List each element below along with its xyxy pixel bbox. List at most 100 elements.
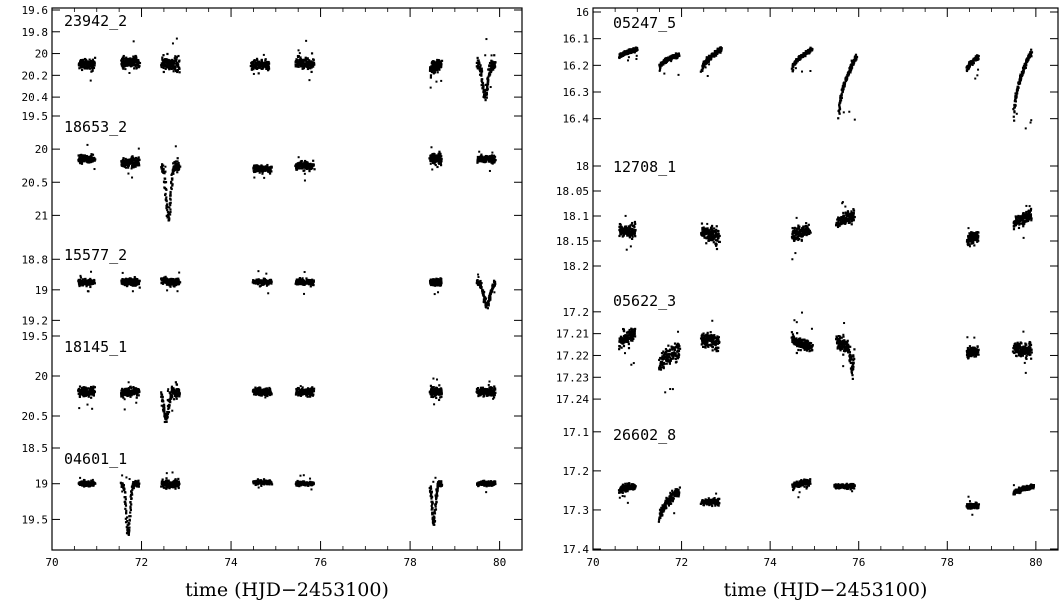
outlier-point [438, 68, 441, 71]
data-point [119, 481, 122, 484]
data-point [172, 70, 175, 73]
data-points [77, 143, 497, 222]
data-point [88, 67, 92, 70]
data-point [163, 276, 166, 279]
data-point [175, 164, 178, 167]
data-point [439, 393, 442, 396]
data-point [270, 282, 273, 285]
data-point [261, 482, 265, 485]
data-point [479, 66, 482, 69]
data-point [160, 64, 163, 67]
data-point [430, 68, 434, 72]
outlier-point [127, 172, 130, 175]
data-point [259, 386, 262, 390]
data-point [310, 52, 314, 55]
observation-night [294, 156, 316, 182]
data-point [176, 70, 179, 74]
data-point [178, 393, 181, 396]
data-point [177, 484, 180, 487]
y-tick-label: 21 [35, 209, 48, 222]
data-point [429, 487, 433, 490]
outlier-point [125, 476, 128, 479]
data-point [166, 206, 169, 209]
data-point [123, 496, 126, 499]
data-point [480, 153, 483, 156]
data-point [297, 394, 300, 397]
data-point [136, 164, 140, 167]
data-point [160, 167, 164, 170]
data-point [174, 160, 177, 163]
data-point [477, 394, 480, 398]
outlier-point [257, 270, 260, 273]
data-point [300, 165, 303, 168]
data-point [82, 386, 85, 389]
data-points [77, 270, 497, 310]
data-point [89, 385, 93, 389]
data-point [493, 157, 496, 161]
data-point [175, 383, 178, 386]
data-point [135, 396, 138, 399]
data-point [298, 62, 301, 65]
data-point [78, 394, 81, 397]
data-point [298, 278, 301, 281]
outlier-point [132, 40, 135, 43]
data-point [134, 284, 137, 287]
data-point [93, 390, 97, 393]
data-point [309, 395, 312, 398]
data-point [430, 492, 433, 495]
data-point [432, 278, 435, 281]
observation-night [294, 271, 315, 295]
data-point [131, 392, 134, 395]
data-point [124, 166, 128, 169]
data-point [78, 395, 81, 399]
data-point [308, 169, 311, 173]
data-point [494, 282, 497, 286]
data-point [128, 61, 131, 64]
data-point [295, 168, 299, 171]
x-tick-label: 70 [45, 556, 58, 569]
data-point [124, 507, 127, 510]
data-point [166, 486, 169, 489]
outlier-point [263, 480, 266, 483]
data-point [163, 412, 166, 416]
outlier-point [310, 488, 313, 491]
outlier-point [135, 401, 138, 404]
data-point [172, 162, 175, 165]
data-point [256, 164, 259, 167]
data-point [173, 67, 176, 70]
data-point [137, 394, 140, 397]
data-points [77, 37, 497, 102]
data-point [431, 507, 434, 510]
data-point [138, 482, 141, 485]
data-point [266, 163, 269, 167]
data-point [253, 480, 256, 483]
data-point [166, 281, 170, 285]
outlier-point [487, 383, 490, 386]
outlier-point [130, 167, 133, 170]
data-point [91, 393, 94, 396]
outlier-point [167, 60, 170, 63]
observation-night [252, 163, 273, 179]
data-point [435, 61, 438, 64]
data-point [310, 64, 313, 67]
data-point [305, 58, 309, 61]
data-point [87, 395, 90, 398]
data-point [177, 168, 180, 171]
data-point [170, 482, 173, 485]
data-point [166, 208, 169, 212]
data-point [168, 487, 171, 490]
data-point [166, 416, 169, 420]
data-point [299, 57, 302, 61]
data-point [311, 394, 315, 397]
data-point [170, 397, 173, 400]
data-point [476, 64, 479, 68]
data-point [130, 162, 133, 165]
data-point [312, 393, 315, 396]
data-point [436, 71, 439, 74]
data-point [169, 63, 172, 66]
data-point [137, 62, 140, 65]
data-points [77, 377, 497, 424]
data-point [129, 159, 132, 162]
data-point [173, 168, 176, 171]
